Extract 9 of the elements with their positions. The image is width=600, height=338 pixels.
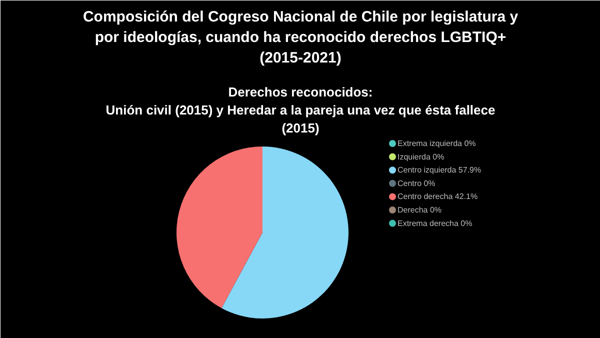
legend-label: Centro izquierda 57.9% [398,166,482,175]
chart-title: Composición del Cogreso Nacional de Chile por legislatura y por ideologías, cuando ha reconocido derechos LGBTIQ+ (2015-2021) [82,8,519,66]
legend-label: Izquierda 0% [398,152,444,162]
legend-label: Extrema izquierda 0% [398,139,476,148]
legend-label: Centro 0% [398,178,436,188]
legend-label: Derecha 0% [398,206,442,214]
legend-label: Extrema derecha 0% [398,218,472,228]
legend-label: Centro derecha 42.1% [398,192,478,202]
chart-subtitle: Derechos reconocidos: Unión civil (2015) y Heredar a la pareja una vez que ésta fallece (2015) [106,84,496,136]
